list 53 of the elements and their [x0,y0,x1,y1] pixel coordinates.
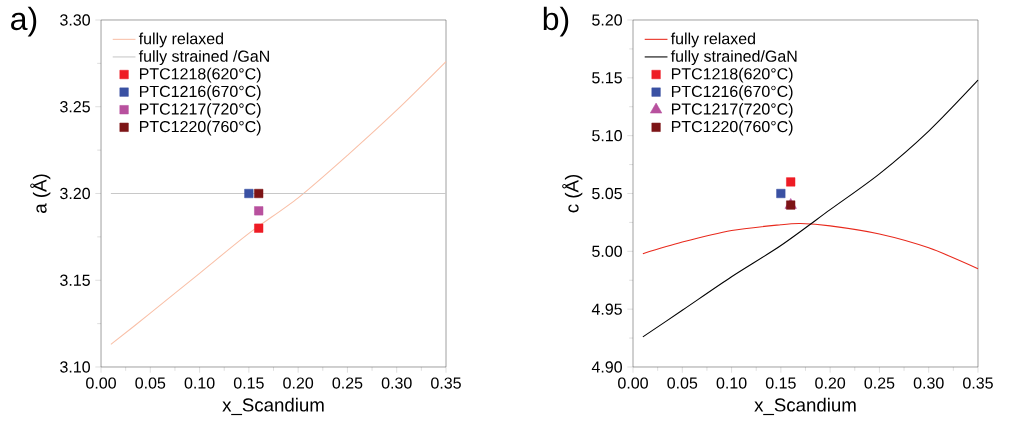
y-tick-label: 5.10 [592,130,622,142]
y-tick-label: 4.95 [591,303,622,315]
x-tick-label: 0.25 [332,377,363,389]
legend-label: PTC1217(720°C) [139,102,261,118]
x-tick-label: 0.30 [913,377,944,389]
point [244,188,254,199]
y-tick-label: 5.15 [592,72,622,84]
y-tick-label: 3.10 [60,361,90,373]
legend-label: PTC1216(670°C) [671,85,793,101]
line-series [642,223,979,270]
point [786,177,796,187]
legend-label: fully relaxed [670,32,755,48]
point [254,188,264,199]
y-axis-title: c (Å) [562,174,583,213]
x-tick-label: 0.05 [135,377,166,389]
x-tick-label: 0.05 [667,377,698,389]
x-tick-label: 0.15 [233,377,264,389]
y-tick-label: 3.20 [60,187,90,200]
legend-label: PTC1216(670°C) [139,85,261,101]
point [254,223,264,233]
legend-label: PTC1218(620°C) [139,67,261,83]
y-axis-title: a (Å) [30,174,51,213]
x-tick-label: 0.10 [716,377,747,389]
y-tick-label: 5.00 [592,245,622,257]
legend-label: PTC1217(720°C) [671,102,793,118]
legend-label: PTC1220(760°C) [139,120,261,136]
point [776,188,786,199]
legend-label: PTC1218(620°C) [671,67,793,83]
y-tick-label: 4.90 [591,361,622,373]
x-tick-label: 0.15 [765,377,796,389]
x-tick-label: 0.20 [283,377,314,389]
point [254,206,264,216]
legend-label: fully strained/GaN [670,50,797,66]
y-tick-label: 5.05 [592,187,622,200]
x-tick-label: 0.25 [864,377,895,389]
x-axis-title: x_Scandium [222,397,324,416]
x-tick-label: 0.10 [184,377,215,389]
x-axis-title: x_Scandium [754,397,856,416]
legend-label: fully strained /GaN [138,50,269,66]
legend-label: PTC1220(760°C) [671,120,793,136]
x-tick-label: 0.35 [431,377,461,389]
y-tick-label: 3.25 [60,101,90,113]
x-tick-label: 0.30 [381,377,412,389]
text: b) [543,6,569,37]
x-tick-label: 0.00 [618,377,648,389]
y-tick-label: 3.30 [60,14,90,26]
y-tick-label: 3.15 [60,274,90,286]
text: a) [11,6,37,37]
y-tick-label: 5.20 [592,14,622,26]
legend-label: fully relaxed [138,32,223,48]
x-tick-label: 0.00 [86,377,116,389]
x-tick-label: 0.20 [815,377,846,389]
x-tick-label: 0.35 [963,377,993,389]
